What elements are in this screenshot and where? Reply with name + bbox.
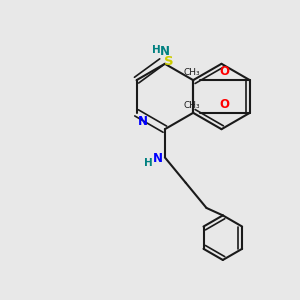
Text: O: O [220,65,230,78]
Text: H: H [152,45,161,55]
Text: H: H [144,158,153,168]
Text: O: O [220,98,230,111]
Text: N: N [138,115,148,128]
Text: S: S [164,55,173,68]
Text: N: N [160,46,170,59]
Text: N: N [152,152,162,165]
Text: CH₃: CH₃ [184,101,200,110]
Text: CH₃: CH₃ [184,68,200,77]
